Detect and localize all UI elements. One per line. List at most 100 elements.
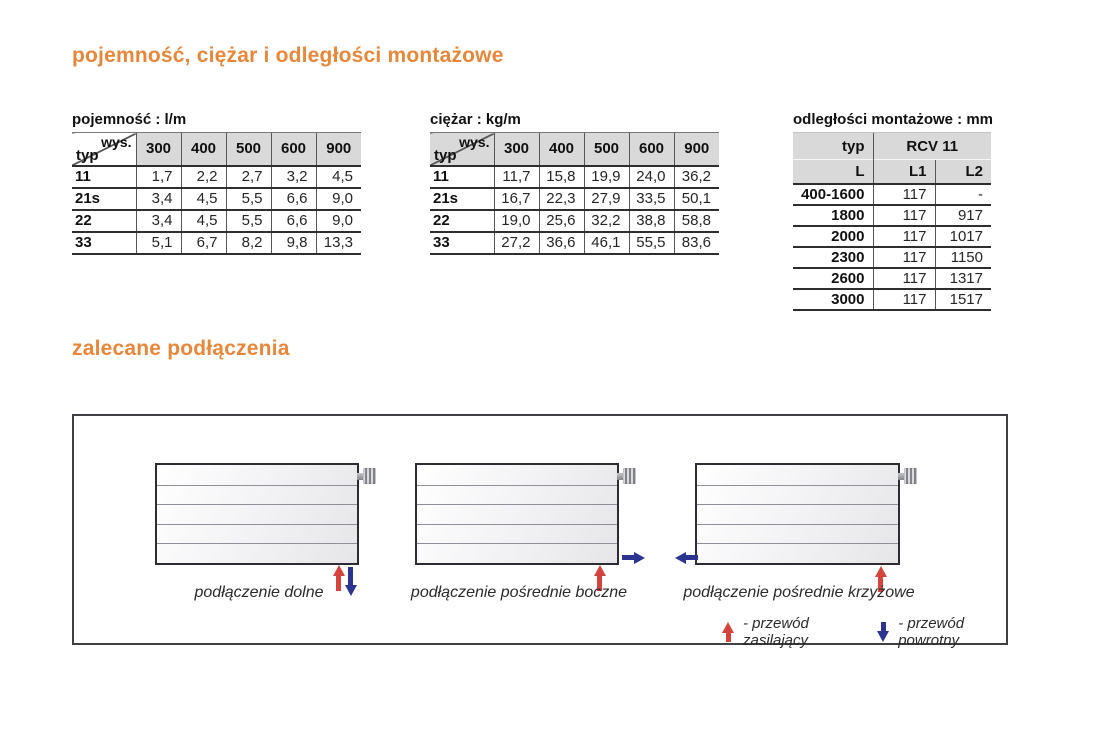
value-cell: 4,5	[315, 164, 361, 188]
weight-table-title: ciężar : kg/m	[430, 111, 521, 128]
value-cell: 1150	[934, 245, 991, 268]
table-row: 21s 16,7 22,3 27,9 33,5 50,1	[430, 186, 719, 210]
value-cell: 117	[872, 245, 935, 268]
value-cell: 3,4	[135, 186, 181, 210]
col-header: 600	[628, 132, 674, 166]
value-cell: 117	[872, 182, 935, 205]
capacity-table-section: pojemność : l/m wys. typ 300 400 500 600…	[72, 111, 361, 255]
legend-label-supply: - przewód zasilający	[743, 615, 809, 649]
table-row: 33 5,1 6,7 8,2 9,8 13,3	[72, 230, 361, 254]
row-label: 21s	[430, 186, 494, 210]
row-label: 22	[72, 208, 136, 232]
value-cell: 83,6	[673, 230, 719, 254]
col-header: 500	[583, 132, 629, 166]
value-cell: 5,5	[225, 186, 271, 210]
corner-label-typ: typ	[76, 146, 99, 164]
corner-diagonal-cell: wys. typ	[430, 132, 494, 166]
radiator-panel-strip	[417, 484, 617, 505]
value-cell: 117	[872, 266, 935, 289]
supply-arrow-icon	[593, 565, 606, 591]
radiator-panel-strip	[697, 504, 898, 524]
value-cell: 117	[872, 203, 935, 226]
value-cell: 36,2	[673, 164, 719, 188]
value-cell: 2,2	[180, 164, 226, 188]
value-cell: 917	[934, 203, 991, 226]
weight-table: wys. typ 300 400 500 600 900 11 11,7 15,…	[430, 132, 719, 255]
row-label: 33	[430, 230, 494, 254]
value-cell: 11,7	[493, 164, 539, 188]
value-cell: 50,1	[673, 186, 719, 210]
value-cell: 33,5	[628, 186, 674, 210]
radiator-panel-strip	[417, 543, 617, 563]
value-cell: 4,5	[180, 208, 226, 232]
thermostat-valve-icon	[898, 468, 917, 484]
value-cell: 24,0	[628, 164, 674, 188]
sub-header-L2: L2	[934, 159, 991, 184]
value-cell: 25,6	[538, 208, 584, 232]
value-cell: 32,2	[583, 208, 629, 232]
sub-header-L: L	[793, 159, 873, 184]
supply-arrow-icon	[874, 566, 887, 592]
table-row: 11 1,7 2,2 2,7 3,2 4,5	[72, 164, 361, 188]
radiator-panel-strip	[157, 543, 357, 563]
row-label: 22	[430, 208, 494, 232]
row-label: 1800	[793, 203, 873, 226]
col-header: 500	[225, 132, 271, 166]
radiator-panel-strip	[417, 465, 617, 485]
radiator-panel-strip	[697, 465, 898, 485]
table-row: 11 11,7 15,8 19,9 24,0 36,2	[430, 164, 719, 188]
value-cell: 27,9	[583, 186, 629, 210]
table-row: 1800 117 917	[793, 203, 991, 226]
connection-label: podłączenie pośrednie boczne	[410, 584, 628, 601]
table-row: 22 3,4 4,5 5,5 6,6 9,0	[72, 208, 361, 232]
row-label: 33	[72, 230, 136, 254]
col-header: 600	[270, 132, 316, 166]
radiator-panel-strip	[157, 465, 357, 485]
corner-label-wys: wys.	[459, 134, 490, 150]
row-label: 2000	[793, 224, 873, 247]
value-cell: 9,0	[315, 186, 361, 210]
value-cell: 2,7	[225, 164, 271, 188]
row-label: 2600	[793, 266, 873, 289]
radiator-bottom-connection	[155, 463, 376, 565]
legend: - przewód zasilający - przewód powrotny	[722, 615, 1006, 649]
legend-label-return: - przewód powrotny	[898, 615, 965, 649]
section-title-specs: pojemność, ciężar i odległości montażowe	[72, 44, 504, 67]
connection-label: podłączenie dolne	[194, 584, 324, 601]
value-cell: 6,6	[270, 208, 316, 232]
value-cell: 9,0	[315, 208, 361, 232]
value-cell: 38,8	[628, 208, 674, 232]
connection-label: podłączenie pośrednie krzyżowe	[683, 584, 915, 601]
value-cell: 3,4	[135, 208, 181, 232]
radiator-cross-connection	[695, 463, 917, 565]
value-cell: 5,5	[225, 208, 271, 232]
value-cell: 1517	[934, 287, 991, 310]
value-cell: 19,0	[493, 208, 539, 232]
value-cell: 46,1	[583, 230, 629, 254]
row-label: 2300	[793, 245, 873, 268]
thermostat-valve-icon	[617, 468, 636, 484]
table-row: 2600 117 1317	[793, 266, 991, 289]
mounting-table-section: odległości montażowe : mm typ RCV 11 L L…	[793, 111, 993, 311]
corner-diagonal-cell: wys. typ	[72, 132, 136, 166]
table-row: 22 19,0 25,6 32,2 38,8 58,8	[430, 208, 719, 232]
weight-table-section: ciężar : kg/m wys. typ 300 400 500 600 9…	[430, 111, 719, 255]
value-cell: 1317	[934, 266, 991, 289]
row-label: 3000	[793, 287, 873, 310]
radiator-panel-strip	[417, 504, 617, 524]
col-header: 300	[493, 132, 539, 166]
supply-arrow-icon	[722, 622, 734, 642]
return-arrow-icon	[877, 622, 890, 642]
row-label: 21s	[72, 186, 136, 210]
col-header: 400	[538, 132, 584, 166]
value-cell: 3,2	[270, 164, 316, 188]
connections-diagram-panel: podłączenie dolne podłączenie pośrednie …	[72, 414, 1008, 649]
value-cell: 55,5	[628, 230, 674, 254]
mounting-col-typ: typ	[793, 132, 873, 160]
value-cell: 1017	[934, 224, 991, 247]
value-cell: 1,7	[135, 164, 181, 188]
radiator-panel-strip	[157, 504, 357, 524]
value-cell: 36,6	[538, 230, 584, 254]
table-row: 33 27,2 36,6 46,1 55,5 83,6	[430, 230, 719, 254]
